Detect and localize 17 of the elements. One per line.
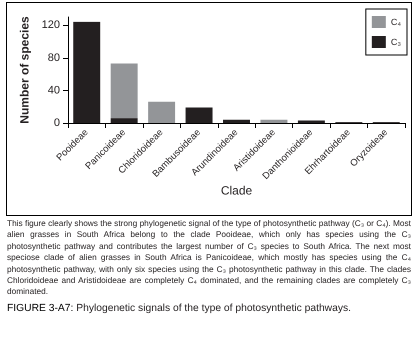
bar [148, 102, 176, 123]
bar [110, 63, 138, 118]
bar [260, 120, 288, 123]
x-axis-title: Clade [220, 184, 252, 198]
y-tick-label: 80 [48, 52, 60, 64]
legend-label: C₃ [390, 37, 402, 47]
bar [73, 22, 100, 123]
y-tick-label: 40 [48, 84, 60, 96]
y-tick-label: 120 [42, 19, 60, 32]
y-axis-title: Number of species [18, 16, 32, 124]
y-tick-label: 0 [54, 117, 60, 129]
bar [186, 108, 213, 123]
text: This figure clearly shows the strong phylogenetic signal of the type of photosynthetic pathway (C₃ or C₄). Most alien grasses in South Africa belong to the clade Pooideae, which only has species using the C₃ photosynthetic pathway and contributes the largest number of C₃ species to South Africa. The next most speciose clade of alien grasses in South Africa is Panicoideae, which mostly has species using the C₄ photosynthetic pathway, with only six species using the C₃ photosynthetic pathway in this clade. The clades Chloridoideae and Aristidoideae are completely C₄ dominated, and the remaining clades are completely C₃ dominated. [7, 218, 411, 298]
bar [223, 120, 250, 123]
caption: FIGURE 3-A7: Phylogenetic signals of the type of photosynthetic pathways. [7, 302, 352, 314]
legend-label: C₄ [390, 17, 402, 27]
bar [110, 118, 138, 123]
